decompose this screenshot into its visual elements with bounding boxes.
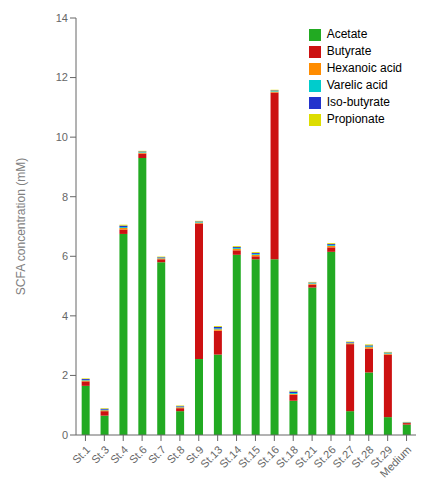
svg-text:4: 4: [62, 310, 68, 322]
svg-text:St.1: St.1: [70, 443, 92, 465]
svg-text:Medium: Medium: [377, 443, 413, 479]
svg-text:St.9: St.9: [183, 443, 206, 466]
svg-text:St.7: St.7: [146, 443, 168, 465]
svg-text:14: 14: [56, 12, 68, 24]
svg-text:0: 0: [62, 429, 68, 441]
svg-text:St.28: St.28: [349, 443, 376, 471]
html-text:Iso-butyrate: Iso-butyrate: [326, 95, 390, 109]
svg-text:St.16: St.16: [254, 443, 282, 471]
svg-text:St.8: St.8: [164, 443, 186, 465]
svg-text:SCFA concentration (mM): SCFA concentration (mM): [14, 158, 28, 295]
svg-text:12: 12: [56, 71, 68, 83]
svg-text:St.13: St.13: [198, 443, 225, 471]
html-text:Acetate: Acetate: [326, 27, 368, 41]
html-text:Hexanoic acid: Hexanoic acid: [326, 61, 402, 75]
svg-text:10: 10: [56, 131, 68, 143]
svg-text:8: 8: [62, 191, 68, 203]
html-text:Butyrate: Butyrate: [326, 44, 372, 58]
svg-text:St.6: St.6: [127, 443, 149, 465]
html-text:Varelic acid: Varelic acid: [326, 78, 388, 92]
svg-text:6: 6: [62, 250, 68, 262]
svg-text:St.4: St.4: [108, 443, 130, 465]
svg-text:St.21: St.21: [292, 443, 319, 471]
svg-text:St.27: St.27: [330, 443, 357, 471]
svg-text:St.15: St.15: [235, 443, 263, 471]
svg-text:St.18: St.18: [273, 443, 301, 471]
svg-text:2: 2: [62, 369, 68, 381]
svg-text:St.14: St.14: [216, 443, 244, 471]
html-text:Propionate: Propionate: [326, 112, 385, 126]
svg-text:St.3: St.3: [89, 443, 111, 465]
svg-text:St.29: St.29: [368, 443, 395, 471]
svg-text:St.26: St.26: [311, 443, 338, 471]
